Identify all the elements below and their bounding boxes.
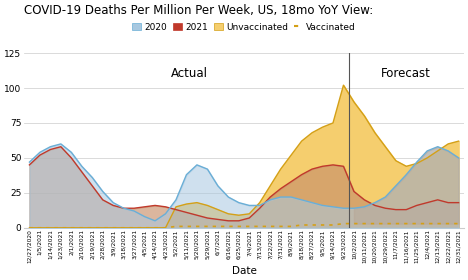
Text: COVID-19 Deaths Per Million Per Week, US, 18mo YoY View:: COVID-19 Deaths Per Million Per Week, US… [24,4,373,17]
Legend: 2020, 2021, Unvaccinated, Vaccinated: 2020, 2021, Unvaccinated, Vaccinated [128,19,359,35]
Text: Forecast: Forecast [381,67,431,80]
X-axis label: Date: Date [232,266,256,276]
Text: Actual: Actual [170,67,208,80]
